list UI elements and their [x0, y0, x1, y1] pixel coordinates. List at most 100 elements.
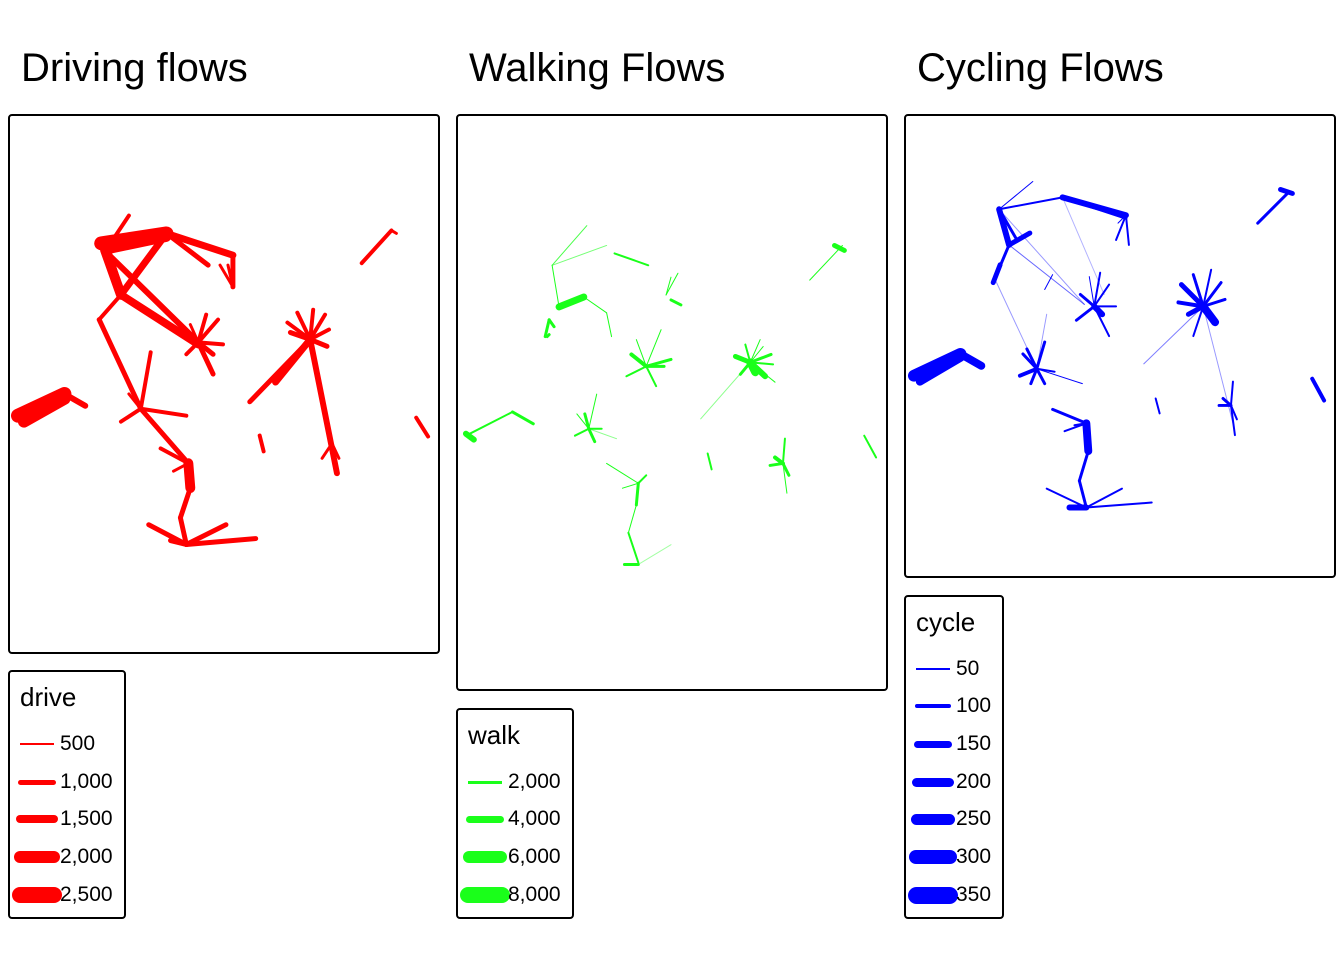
walk-flow-line	[665, 276, 672, 296]
walk-flow-line	[551, 264, 560, 308]
walk-flow-line	[749, 361, 776, 383]
cycle-flow-line	[1191, 273, 1205, 308]
drive-flow-line	[177, 485, 193, 521]
drive-legend-label: 500	[60, 732, 96, 755]
cycle-flow-line	[1199, 302, 1220, 327]
drive-legend-label: 1,500	[60, 807, 113, 830]
cycle-flow-line	[1008, 244, 1085, 305]
drive-flow-line	[183, 536, 259, 547]
walk-flow-line	[547, 318, 556, 329]
walk-flow-line	[645, 365, 658, 388]
cycle-flow-line	[1045, 487, 1088, 509]
cycle-flow-line	[1074, 304, 1096, 322]
drive-legend-label: 1,000	[60, 770, 113, 793]
cycle-legend-item: 100	[906, 691, 1002, 721]
walk-flow-line	[555, 293, 588, 311]
drive-flow-line	[158, 446, 191, 466]
cycle-flow-line	[915, 353, 965, 386]
cycle-flow-line	[998, 208, 1085, 305]
walk-legend-label: 4,000	[508, 807, 561, 830]
cycle-panel-title: Cycling Flows	[917, 46, 1164, 90]
drive-flow-line	[287, 330, 313, 342]
drive-flow-line	[308, 327, 331, 342]
cycle-flow-line	[1006, 230, 1033, 248]
drive-flow-line	[107, 213, 131, 248]
cycle-flow-line	[1278, 186, 1295, 196]
cycle-flow-line	[1221, 397, 1233, 407]
cycle-flow-line	[1085, 501, 1153, 509]
cycle-flow-line	[1229, 404, 1236, 437]
drive-legend-item: 2,000	[10, 842, 124, 872]
walk-flow-line	[625, 365, 648, 378]
cycle-flow-line	[1088, 276, 1095, 307]
cycle-legend-label: 100	[956, 694, 992, 717]
cycle-flow-line	[998, 181, 1034, 210]
cycle-flow-line	[1229, 380, 1234, 407]
cycle-flow-line	[997, 207, 1019, 242]
cycle-flow-line	[1051, 407, 1088, 425]
drive-flow-line	[138, 406, 189, 418]
cycle-flow-line	[1091, 303, 1106, 318]
walk-flow-line	[629, 352, 649, 369]
cycle-legend-swatch	[911, 814, 955, 825]
cycle-flow-line	[1036, 368, 1083, 385]
walk-legend-label: 6,000	[508, 845, 561, 868]
cycle-flow-line	[1073, 422, 1088, 427]
walk-legend-item: 4,000	[458, 804, 572, 834]
walk-flow-line	[700, 361, 751, 420]
walk-flow-line	[781, 461, 791, 477]
walk-flow-line	[613, 252, 650, 267]
walk-panel-title: Walking Flows	[469, 46, 726, 90]
cycle-legend-item: 200	[906, 767, 1002, 797]
cycle-legend-item: 250	[906, 804, 1002, 834]
drive-flow-line	[181, 334, 200, 344]
cycle-flow-line	[1078, 292, 1096, 308]
cycle-legend: cycle 50 100 150 200 250 300 350	[904, 595, 1004, 919]
walk-legend-label: 2,000	[508, 770, 561, 793]
drive-flow-line	[117, 229, 171, 299]
walk-flow-line	[606, 462, 639, 484]
drive-flow-line	[307, 336, 340, 477]
walk-flow-line	[551, 244, 608, 266]
walk-legend-item: 8,000	[458, 880, 572, 910]
cycle-flow-line	[1124, 214, 1130, 246]
walk-flow-line	[573, 427, 590, 437]
drive-flow-map[interactable]	[8, 114, 440, 654]
cycle-flow-line	[1035, 340, 1047, 371]
drive-flow-line	[104, 250, 202, 346]
walk-flow-line	[587, 427, 597, 444]
drive-flow-line	[97, 292, 123, 322]
cycle-flow-line	[1077, 449, 1090, 483]
walk-flow-line	[746, 358, 760, 377]
walk-flow-line	[634, 481, 640, 507]
walk-flow-line	[635, 339, 647, 367]
walk-flow-line	[665, 272, 679, 296]
walk-flow-line	[588, 393, 598, 430]
drive-legend-swatch	[14, 851, 60, 863]
drive-legend-label: 2,500	[60, 883, 113, 906]
cycle-flow-line	[998, 196, 1064, 211]
cycle-flow-map[interactable]	[904, 114, 1336, 578]
drive-flow-line	[308, 307, 316, 342]
cycle-flow-line	[1082, 419, 1093, 455]
drive-legend: drive 500 1,000 1,500 2,000 2,500	[8, 670, 126, 919]
walk-flow-line	[782, 462, 788, 494]
drive-flow-line	[96, 317, 144, 412]
drive-flow-line	[295, 310, 313, 342]
cycle-flow-line	[1061, 195, 1128, 220]
walk-legend-label: 8,000	[508, 883, 561, 906]
walk-legend-swatch	[466, 816, 504, 823]
drive-legend-item: 2,500	[10, 880, 124, 910]
walk-flow-map[interactable]	[456, 114, 888, 691]
drive-legend-item: 1,000	[10, 767, 124, 797]
walk-flow-line	[637, 474, 648, 485]
cycle-legend-label: 50	[956, 657, 980, 680]
cycle-legend-item: 50	[906, 654, 1002, 684]
drive-flow-line	[195, 339, 216, 377]
drive-flow-line	[183, 522, 229, 547]
walk-flow-line	[621, 482, 639, 489]
walk-legend-item: 2,000	[458, 767, 572, 797]
drive-flow-line	[359, 228, 394, 266]
cycle-flow-line	[1154, 397, 1161, 415]
walk-flow-line	[462, 430, 477, 443]
